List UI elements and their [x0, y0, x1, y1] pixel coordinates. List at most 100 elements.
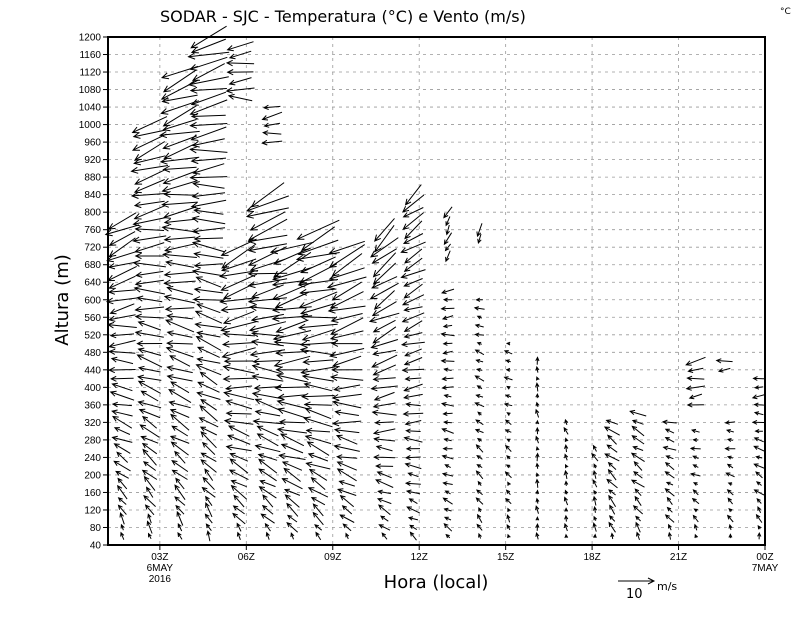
wind-vector [117, 504, 127, 515]
wind-vector [136, 340, 163, 347]
wind-vector [403, 383, 423, 392]
wind-vector [136, 295, 163, 303]
wind-vector [272, 251, 312, 278]
reference-unit: m/s [657, 580, 677, 593]
wind-vector [445, 224, 450, 236]
wind-vector [146, 520, 153, 534]
wind-vector [205, 495, 213, 506]
wind-vector [328, 240, 365, 255]
wind-vector [141, 469, 158, 480]
wind-vector [142, 461, 156, 471]
wind-vector [134, 169, 165, 185]
wind-vector [177, 522, 183, 532]
wind-vector [290, 532, 295, 540]
wind-vector [205, 502, 213, 518]
wind-vector [754, 385, 764, 390]
wind-vector [564, 533, 569, 539]
wind-vector [476, 315, 483, 320]
wind-vector [535, 446, 540, 451]
wind-vector [535, 472, 540, 477]
wind-vector [133, 179, 165, 194]
wind-vector [505, 464, 511, 469]
wind-vector [443, 206, 453, 219]
y-tick-label: 800 [84, 208, 101, 219]
wind-vector [442, 497, 453, 505]
wind-vector [218, 270, 259, 279]
wind-vector [258, 458, 278, 474]
wind-vector [401, 294, 425, 306]
wind-vector [192, 181, 225, 189]
wind-vector [204, 513, 213, 524]
wind-vector [300, 366, 336, 376]
wind-vector [257, 453, 278, 461]
wind-vector [247, 270, 288, 278]
wind-vector [372, 326, 397, 344]
wind-vector [632, 445, 644, 451]
wind-vector [145, 486, 154, 498]
wind-vector [191, 268, 225, 277]
wind-vector [132, 235, 167, 244]
reference-speed: 10 [626, 587, 643, 602]
wind-vector [170, 441, 189, 456]
wind-vector [221, 243, 257, 269]
wind-vector [373, 290, 395, 310]
wind-vector [374, 225, 395, 253]
wind-vector [593, 505, 598, 513]
wind-vector [374, 419, 394, 426]
wind-vector [753, 437, 764, 443]
wind-vector [247, 218, 288, 241]
wind-vector [535, 452, 540, 462]
wind-vector [133, 285, 165, 295]
wind-vector [254, 443, 281, 453]
wind-vector [476, 489, 483, 496]
wind-vector [564, 418, 569, 426]
wind-vector [506, 523, 511, 531]
wind-vector [131, 116, 168, 134]
wind-vector [196, 346, 220, 358]
wind-vector [724, 446, 736, 451]
wind-vector [536, 376, 540, 381]
wind-vector [191, 227, 226, 235]
wind-vector [755, 471, 763, 479]
wind-vector [165, 259, 194, 268]
wind-vector [373, 454, 396, 461]
wind-vector [115, 470, 129, 479]
wind-vector [194, 310, 223, 324]
y-tick-label: 280 [84, 435, 101, 446]
wind-vector [332, 399, 362, 409]
wind-vector [753, 402, 764, 408]
wind-vector [281, 461, 303, 471]
wind-vector [445, 533, 451, 539]
wind-vector [691, 497, 700, 505]
wind-vector [205, 523, 212, 532]
wind-vector [166, 374, 193, 382]
wind-vector [193, 251, 224, 259]
wind-vector [692, 455, 699, 460]
wind-vector [604, 453, 620, 462]
wind-vector [686, 402, 704, 408]
wind-vector [170, 413, 190, 431]
y-tick-label: 80 [90, 523, 102, 534]
wind-vector [134, 313, 164, 321]
wind-vector [725, 429, 734, 434]
wind-vector [404, 376, 422, 382]
y-tick-label: 880 [84, 173, 101, 184]
wind-vector [666, 496, 673, 505]
wind-vector [250, 182, 285, 208]
wind-vector [195, 363, 222, 376]
wind-vector [256, 425, 279, 437]
wind-vector [405, 428, 421, 434]
wind-vector [475, 444, 484, 453]
wind-vector [191, 215, 226, 225]
wind-vector [373, 436, 396, 443]
wind-vector [405, 446, 421, 452]
wind-vector [728, 523, 733, 531]
wind-vector [374, 218, 395, 242]
wind-vector [140, 435, 159, 444]
wind-vector [250, 338, 284, 347]
wind-vector [187, 76, 229, 87]
wind-vector [443, 437, 452, 442]
wind-vector [535, 356, 540, 365]
wind-vector [174, 496, 186, 506]
